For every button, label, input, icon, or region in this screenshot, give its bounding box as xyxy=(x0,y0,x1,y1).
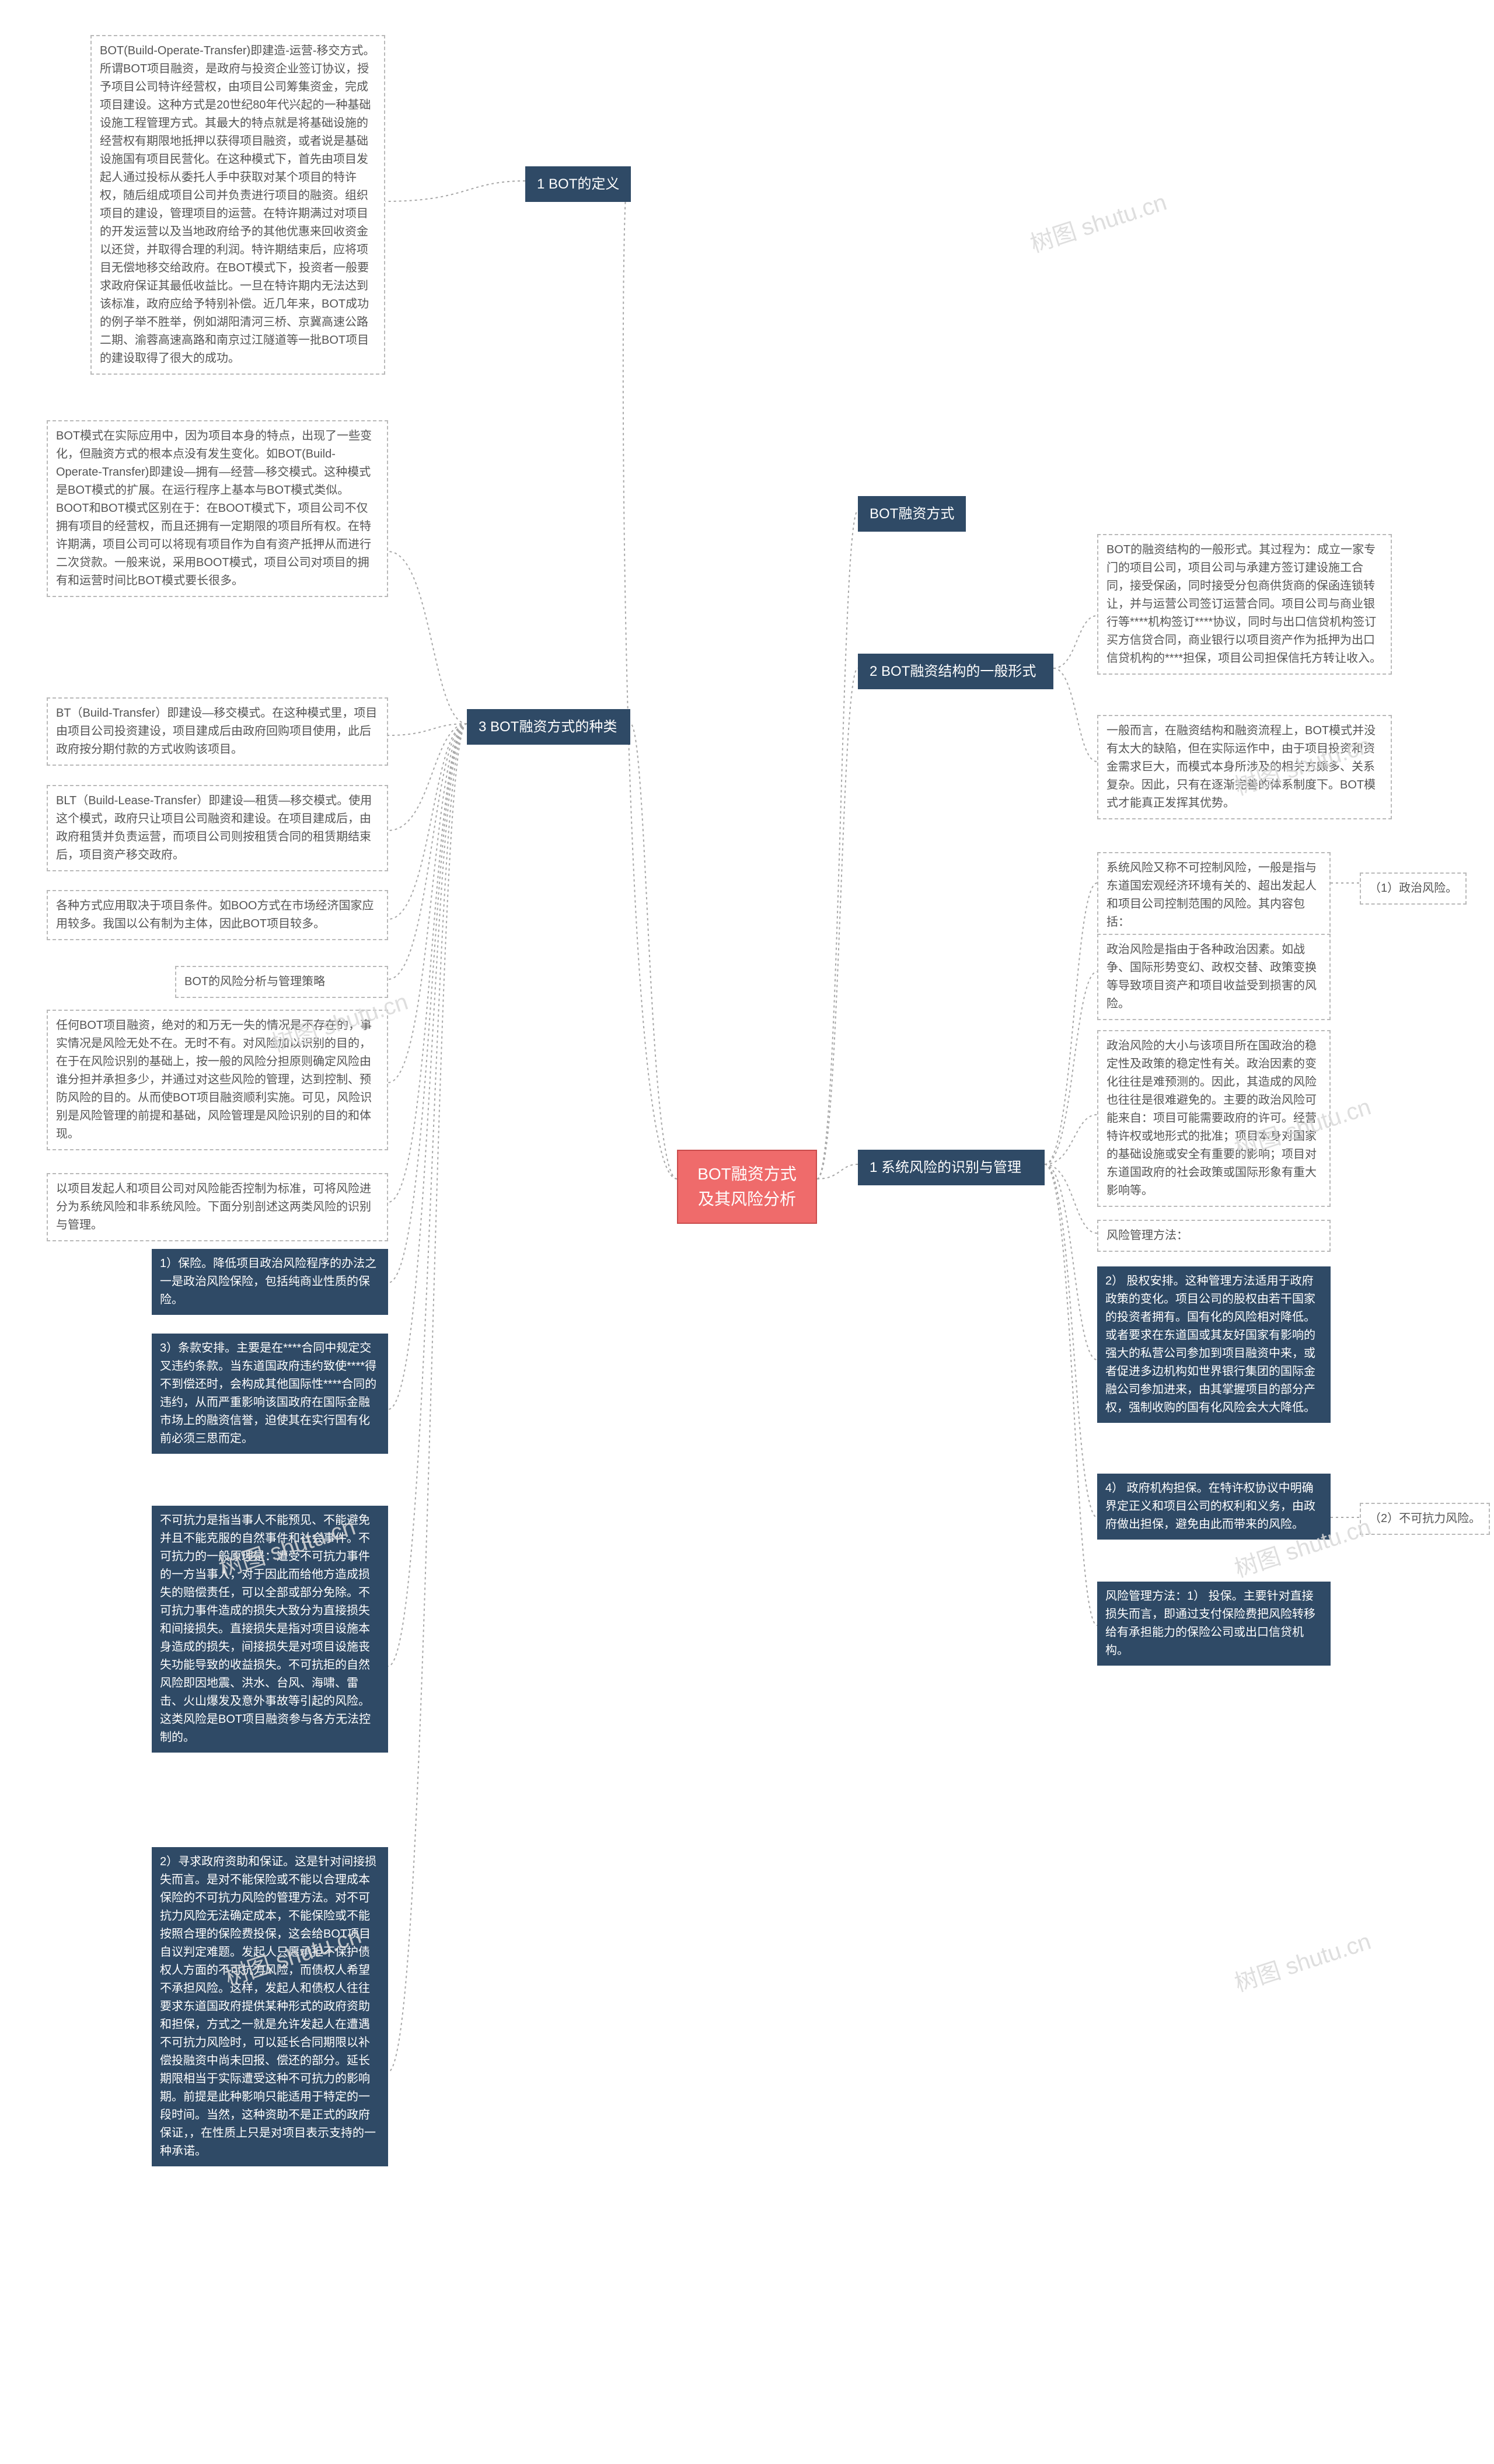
leaf-light-node: BOT(Build-Operate-Transfer)即建造-运营-移交方式。所… xyxy=(90,35,385,375)
leaf-light-node: 政治风险的大小与该项目所在国政治的稳定性及政策的稳定性有关。政治因素的变化往往是… xyxy=(1097,1030,1331,1207)
connector xyxy=(623,181,677,1179)
branch-node: BOT融资方式 xyxy=(858,496,966,532)
connector xyxy=(388,724,467,1202)
connector xyxy=(1045,1164,1097,1233)
connector xyxy=(630,724,677,1179)
connector xyxy=(388,724,467,735)
connector xyxy=(388,724,467,1666)
leaf-dark-node: 1）保险。降低项目政治风险程序的办法之一是政治风险保险，包括纯商业性质的保险。 xyxy=(152,1249,388,1315)
connector xyxy=(817,511,858,1179)
connector xyxy=(1053,616,1097,668)
leaf-dark-node: 4） 政府机构担保。在特许权协议中明确界定正义和项目公司的权利和义务，由政府做出… xyxy=(1097,1474,1331,1540)
leaf-light-node: 系统风险又称不可控制风险，一般是指与东道国宏观经济环境有关的、超出发起人和项目公… xyxy=(1097,852,1331,938)
connector xyxy=(1045,1164,1097,1625)
root-node: BOT融资方式及其风险分析 xyxy=(677,1150,817,1224)
watermark: 树图 shutu.cn xyxy=(1025,183,1170,259)
leaf-light-node: BT（Build-Transfer）即建设—移交模式。在这种模式里，项目由项目公… xyxy=(47,697,388,766)
branch-node: 1 BOT的定义 xyxy=(525,166,631,202)
leaf-light-node: 各种方式应用取决于项目条件。如BOO方式在市场经济国家应用较多。我国以公有制为主… xyxy=(47,890,388,940)
leaf-dark-node: 2） 股权安排。这种管理方法适用于政府政策的变化。项目公司的股权由若干国家的投资… xyxy=(1097,1266,1331,1423)
leaf-light-node: BOT的风险分析与管理策略 xyxy=(175,966,388,998)
connector xyxy=(1053,668,1097,762)
connector xyxy=(388,724,467,979)
connector xyxy=(388,724,467,1283)
connector xyxy=(388,724,467,830)
leaf-light-node: BOT模式在实际应用中，因为项目本身的特点，出现了一些变化，但融资方式的根本点没… xyxy=(47,420,388,597)
tag-node: （2）不可抗力风险。 xyxy=(1360,1503,1490,1535)
connector xyxy=(1045,1115,1097,1164)
connector xyxy=(1045,883,1097,1164)
leaf-light-node: 任何BOT项目融资，绝对的和万无一失的情况是不存在的，事实情况是风险无处不在。无… xyxy=(47,1010,388,1150)
connector xyxy=(388,724,467,1083)
watermark: 树图 shutu.cn xyxy=(1230,1922,1374,1998)
branch-node: 3 BOT融资方式的种类 xyxy=(467,709,630,745)
connector xyxy=(388,552,467,724)
connector xyxy=(388,724,467,1409)
leaf-dark-node: 不可抗力是指当事人不能预见、不能避免并且不能克服的自然事件和社会事件。不可抗力的… xyxy=(152,1506,388,1753)
connector xyxy=(388,724,467,2072)
branch-node: 2 BOT融资结构的一般形式 xyxy=(858,654,1053,689)
leaf-dark-node: 风险管理方法：1） 投保。主要针对直接损失而言，即通过支付保险费把风险转移给有承… xyxy=(1097,1582,1331,1666)
leaf-dark-node: 3）条款安排。主要是在****合同中规定交叉违约条款。当东道国政府违约致使***… xyxy=(152,1334,388,1454)
leaf-light-node: 政治风险是指由于各种政治因素。如战争、国际形势变幻、政权交替、政策变换等导致项目… xyxy=(1097,934,1331,1020)
leaf-light-node: BLT（Build-Lease-Transfer）即建设—租赁—移交模式。使用这… xyxy=(47,785,388,871)
root-text: BOT融资方式及其风险分析 xyxy=(697,1165,797,1208)
branch-node: 1 系统风险的识别与管理 xyxy=(858,1150,1045,1185)
connector xyxy=(817,1164,858,1179)
connector xyxy=(817,668,858,1179)
leaf-dark-node: 2）寻求政府资助和保证。这是针对间接损失而言。是对不能保险或不能以合理成本保险的… xyxy=(152,1847,388,2166)
connector xyxy=(1045,1164,1097,1517)
connector xyxy=(1045,1164,1097,1360)
leaf-light-node: 以项目发起人和项目公司对风险能否控制为标准，可将风险进分为系统风险和非系统风险。… xyxy=(47,1173,388,1241)
connector xyxy=(385,181,525,201)
tag-node: （1）政治风险。 xyxy=(1360,872,1467,905)
leaf-light-node: BOT的融资结构的一般形式。其过程为：成立一家专门的项目公司，项目公司与承建方签… xyxy=(1097,534,1392,675)
leaf-light-node: 一般而言，在融资结构和融资流程上，BOT模式并没有太大的缺陷，但在实际运作中，由… xyxy=(1097,715,1392,819)
connector xyxy=(1045,972,1097,1164)
leaf-light-node: 风险管理方法： xyxy=(1097,1220,1331,1252)
connector xyxy=(388,724,467,919)
